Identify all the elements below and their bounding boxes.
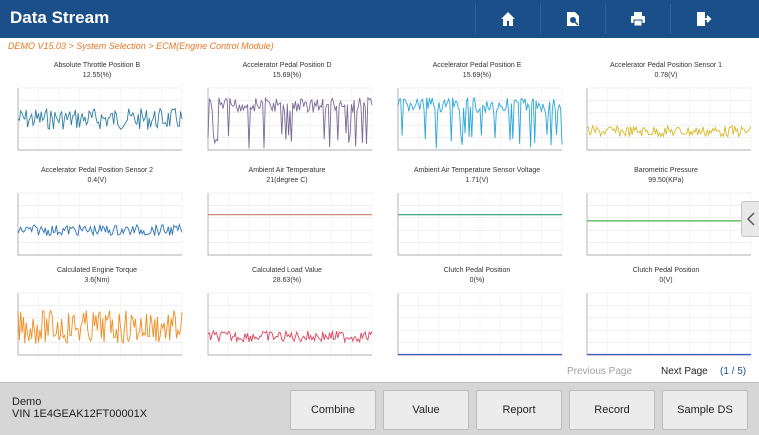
- chart-title: Ambient Air Temperature: [248, 167, 326, 174]
- chart-axis: [397, 88, 562, 151]
- chart-title: Accelerator Pedal Position Sensor 1: [609, 62, 723, 69]
- report-button[interactable]: Report: [476, 390, 562, 430]
- series-line: [207, 329, 373, 344]
- record-button[interactable]: Record: [569, 390, 655, 430]
- chart-plot: [17, 87, 183, 151]
- chart-plot: [17, 192, 183, 256]
- series-line: [397, 97, 563, 149]
- chart-title: Accelerator Pedal Position E: [432, 62, 522, 69]
- chart-value: 1.71(V): [465, 177, 489, 184]
- side-panel-toggle[interactable]: [741, 201, 759, 237]
- chart-plot: [17, 292, 183, 356]
- series-line: [17, 107, 183, 130]
- chart-plot: [397, 192, 563, 256]
- datastream-chart[interactable]: Accelerator Pedal Position Sensor 1 0.78(…: [577, 62, 755, 160]
- chart-value: 0.78(V): [654, 72, 678, 79]
- chart-value: 15.69(%): [462, 72, 492, 79]
- chevron-left-icon: [746, 212, 755, 226]
- series-line: [586, 124, 752, 138]
- series-line: [17, 309, 183, 344]
- title-bar: Data Stream: [0, 0, 759, 38]
- chart-title: Calculated Load Value: [252, 267, 322, 274]
- vehicle-make: Demo: [12, 396, 42, 408]
- exit-icon: [696, 12, 711, 26]
- datastream-chart[interactable]: Calculated Load Value 28.63(%): [198, 267, 376, 365]
- printer-button[interactable]: [605, 4, 669, 34]
- chart-plot: [207, 87, 373, 151]
- chart-axis: [207, 293, 372, 356]
- datastream-chart[interactable]: Clutch Pedal Position 0(V): [577, 267, 755, 365]
- footer-bar: Demo VIN 1E4GEAK12FT00001X Combine Value…: [0, 382, 759, 435]
- chart-axis: [17, 193, 182, 256]
- chart-title: Accelerator Pedal Position D: [242, 62, 332, 69]
- home-button[interactable]: [475, 4, 539, 34]
- print-preview-button[interactable]: [540, 4, 604, 34]
- vehicle-vin: VIN 1E4GEAK12FT00001X: [12, 408, 148, 420]
- series-line: [17, 223, 183, 237]
- datastream-chart[interactable]: Ambient Air Temperature Sensor Voltage 1.…: [388, 167, 566, 265]
- datastream-chart[interactable]: Clutch Pedal Position 0(%): [388, 267, 566, 365]
- chart-value: 21(degree C): [266, 177, 308, 184]
- chart-plot: [586, 87, 752, 151]
- chart-plot: [586, 192, 752, 256]
- chart-title: Accelerator Pedal Position Sensor 2: [40, 167, 154, 174]
- combine-button[interactable]: Combine: [290, 390, 376, 430]
- chart-axis: [17, 88, 182, 151]
- chart-axis: [586, 193, 751, 256]
- chart-title: Clutch Pedal Position: [443, 267, 511, 274]
- chart-axis: [207, 193, 372, 256]
- chart-value: 0(V): [659, 277, 673, 284]
- value-button[interactable]: Value: [383, 390, 469, 430]
- chart-title: Absolute Throttle Position B: [53, 62, 141, 69]
- printer-icon: [630, 12, 645, 27]
- exit-button[interactable]: [670, 4, 734, 34]
- chart-title: Ambient Air Temperature Sensor Voltage: [413, 167, 541, 174]
- chart-axis: [207, 88, 372, 151]
- chart-value: 99.50(KPa): [648, 177, 684, 184]
- chart-axis: [586, 88, 751, 151]
- chart-value: 0.4(V): [87, 177, 107, 184]
- chart-title: Barometric Pressure: [634, 167, 698, 174]
- chart-plot: [586, 292, 752, 356]
- chart-value: 3.6(Nm): [84, 277, 110, 284]
- datastream-chart[interactable]: Accelerator Pedal Position E 15.69(%): [388, 62, 566, 160]
- page-title: Data Stream: [10, 8, 110, 27]
- next-page-button[interactable]: Next Page: [661, 366, 708, 377]
- datastream-chart[interactable]: Calculated Engine Torque 3.6(Nm): [8, 267, 186, 365]
- datastream-chart[interactable]: Accelerator Pedal Position D 15.69(%): [198, 62, 376, 160]
- chart-plot: [397, 87, 563, 151]
- page-indicator: (1 / 5): [720, 366, 747, 377]
- home-icon: [500, 12, 515, 26]
- datastream-chart[interactable]: Accelerator Pedal Position Sensor 2 0.4(V…: [8, 167, 186, 265]
- datastream-chart[interactable]: Absolute Throttle Position B 12.55(%): [8, 62, 186, 160]
- chart-axis: [397, 193, 562, 256]
- chart-title: Clutch Pedal Position: [632, 267, 700, 274]
- datastream-chart[interactable]: Barometric Pressure 99.50(KPa): [577, 167, 755, 265]
- chart-title: Calculated Engine Torque: [56, 267, 138, 274]
- vehicle-info: Demo VIN 1E4GEAK12FT00001X: [12, 396, 147, 420]
- previous-page-button[interactable]: Previous Page: [567, 366, 633, 377]
- series-line: [207, 96, 373, 149]
- datastream-chart[interactable]: Ambient Air Temperature 21(degree C): [198, 167, 376, 265]
- chart-plot: [207, 192, 373, 256]
- chart-plot: [397, 292, 563, 356]
- chart-value: 12.55(%): [82, 72, 112, 79]
- chart-plot: [207, 292, 373, 356]
- chart-value: 0(%): [469, 277, 485, 284]
- sample-ds-button[interactable]: Sample DS: [662, 390, 748, 430]
- chart-value: 28.63(%): [272, 277, 302, 284]
- print-preview-icon: [566, 12, 579, 26]
- chart-value: 15.69(%): [272, 72, 302, 79]
- breadcrumb: DEMO V15.03 > System Selection > ECM(Eng…: [8, 41, 274, 51]
